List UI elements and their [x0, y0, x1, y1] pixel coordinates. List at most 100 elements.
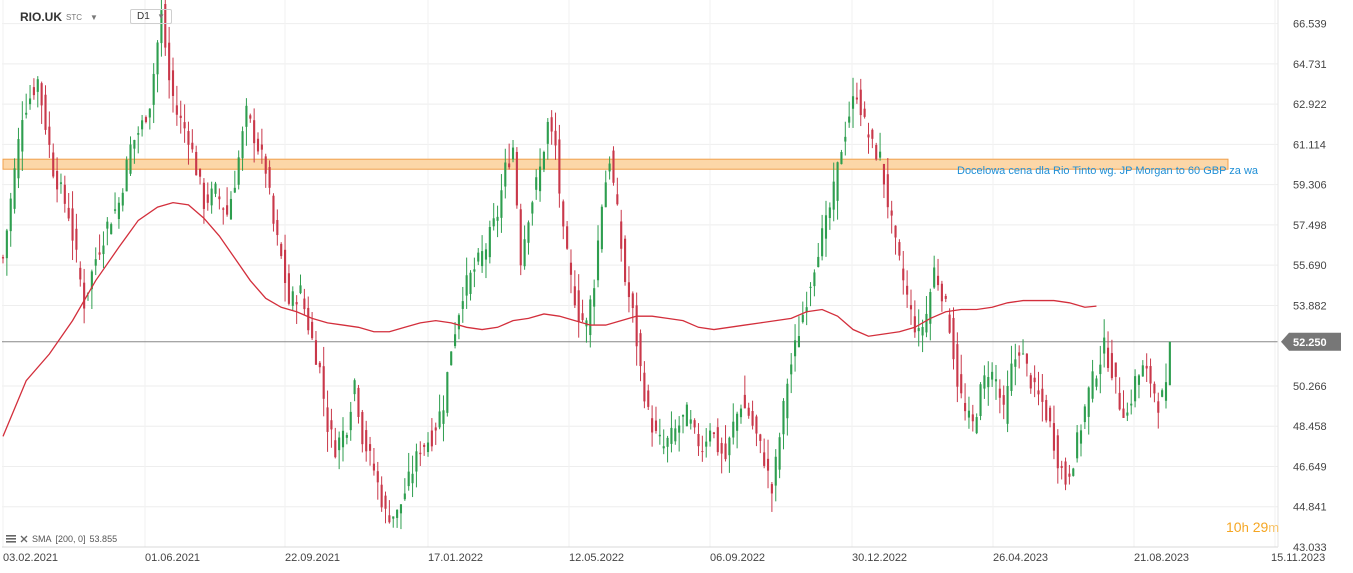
candle-body — [693, 420, 696, 428]
candle-body — [786, 383, 789, 419]
candle-body — [739, 408, 743, 418]
candle-body — [1168, 341, 1171, 386]
candle-body — [612, 150, 615, 183]
y-axis[interactable]: 66.539 64.731 62.922 61.114 59.306 57.498 55.6… — [1293, 19, 1327, 554]
candle-countdown: 10h 29m — [1226, 519, 1279, 535]
candle-body — [283, 249, 287, 283]
candle-body — [403, 493, 406, 500]
candle-body — [28, 98, 32, 105]
y-tick-label: 66.539 — [1293, 19, 1327, 31]
candle-body — [542, 152, 545, 170]
candle-body — [256, 138, 260, 152]
candle-body — [357, 387, 360, 417]
candle-body — [1106, 347, 1110, 368]
candle-body — [871, 129, 874, 139]
candle-body — [152, 73, 155, 105]
candle-body — [1141, 365, 1144, 377]
candle-body — [276, 220, 279, 236]
candle-body — [562, 201, 565, 227]
candle-body — [909, 305, 913, 310]
candle-body — [144, 117, 148, 123]
timeframe-selector[interactable]: D1 ▼ — [130, 9, 172, 24]
candle-body — [396, 509, 399, 518]
candle-body — [411, 473, 414, 484]
candle-body — [813, 272, 816, 287]
candle-body — [311, 321, 314, 339]
x-axis[interactable]: 03.02.2021 01.06.2021 22.09.2021 17.01.2022… — [3, 552, 1325, 564]
candle-body — [1153, 383, 1156, 394]
candle-body — [523, 239, 526, 267]
candle-body — [879, 151, 882, 158]
candle-body — [573, 286, 576, 306]
y-tick-label: 48.458 — [1293, 421, 1327, 433]
candle-body — [527, 222, 530, 243]
candle-body — [454, 334, 457, 347]
candle-body — [747, 407, 750, 416]
chevron-down-icon: ▼ — [90, 12, 98, 22]
candle-body — [237, 157, 240, 185]
candle-body — [1076, 432, 1079, 459]
candle-body — [384, 495, 387, 509]
candle-body — [998, 388, 1001, 398]
candle-body — [222, 208, 225, 210]
candle-body — [71, 208, 74, 241]
candle-body — [979, 384, 982, 417]
candle-body — [121, 192, 124, 206]
candle-body — [1, 257, 5, 259]
candle-body — [492, 218, 495, 227]
candle-body — [1137, 375, 1141, 385]
indicator-legend[interactable]: SMA [200, 0] 53.855 — [6, 534, 117, 544]
candle-body — [964, 402, 967, 412]
candle-body — [770, 484, 773, 494]
candle-body — [260, 144, 263, 150]
candle-body — [365, 430, 368, 452]
candle-body — [674, 428, 677, 442]
candle-body — [794, 340, 797, 357]
candle-body — [940, 283, 943, 302]
candle-body — [1021, 353, 1025, 355]
candle-body — [349, 411, 352, 431]
candle-body — [141, 120, 144, 130]
candle-body — [175, 105, 178, 115]
candle-body — [620, 221, 623, 249]
candle-body — [1033, 377, 1036, 383]
candle-body — [987, 376, 990, 388]
x-tick-label: 22.09.2021 — [285, 552, 340, 564]
candle-body — [832, 181, 835, 210]
menu-icon[interactable] — [6, 535, 16, 543]
candle-body — [685, 404, 688, 427]
candle-body — [481, 251, 484, 267]
y-tick-label: 64.731 — [1293, 59, 1327, 71]
candle-body — [936, 275, 940, 286]
candle-body — [9, 198, 12, 232]
candle-body — [98, 252, 101, 255]
candle-body — [558, 139, 561, 194]
resistance-zone — [2, 158, 1229, 170]
candle-body — [902, 268, 905, 281]
candle-body — [658, 434, 661, 437]
candle-body — [423, 444, 426, 447]
y-tick-label: 53.882 — [1293, 300, 1327, 312]
candle-body — [245, 105, 248, 127]
candle-body — [295, 302, 298, 305]
candle-body — [635, 305, 638, 347]
candle-body — [712, 432, 715, 435]
candle-body — [56, 170, 59, 190]
candle-body — [399, 504, 403, 514]
candle-body — [519, 209, 522, 266]
chart-grid — [2, 0, 1278, 548]
candle-body — [782, 400, 785, 435]
candle-body — [616, 194, 619, 205]
close-icon[interactable] — [20, 535, 28, 543]
candle-body — [1037, 390, 1040, 395]
candle-body — [457, 315, 460, 330]
candle-body — [469, 272, 472, 294]
candle-body — [774, 456, 777, 486]
candle-body — [129, 144, 132, 174]
candle-body — [569, 262, 573, 275]
candle-body — [504, 162, 507, 187]
candle-body — [554, 130, 557, 146]
symbol-selector[interactable]: RIO.UK STC ▼ — [20, 10, 98, 24]
candle-body — [724, 443, 727, 460]
